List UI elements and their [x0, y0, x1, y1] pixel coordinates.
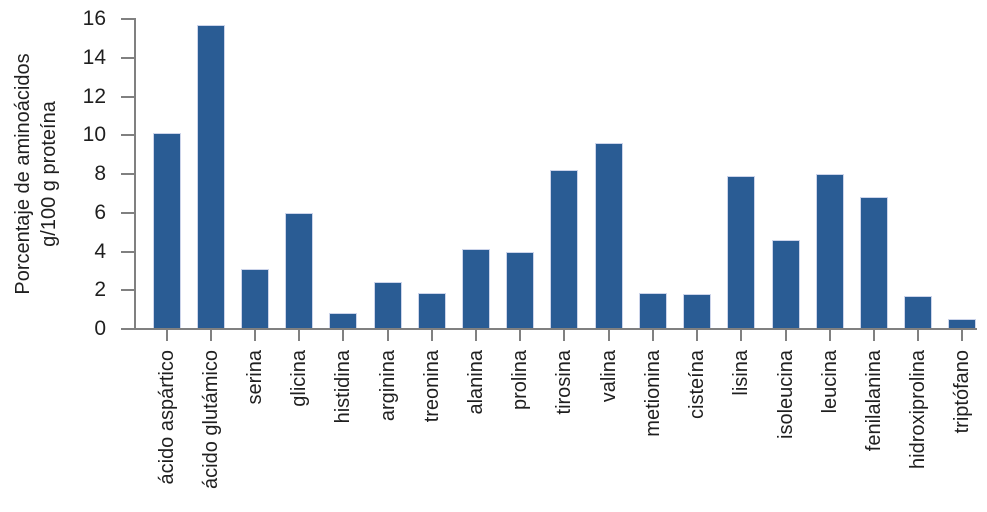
bar	[329, 312, 358, 329]
x-tick	[386, 329, 389, 341]
bar	[417, 293, 446, 329]
x-tick	[961, 329, 964, 341]
y-tick-label: 4	[94, 239, 106, 263]
x-tick	[696, 329, 699, 341]
x-tick-label: valina	[597, 350, 620, 403]
x-tick-label: ácido aspártico	[155, 350, 178, 485]
x-tick-label: lisina	[730, 350, 753, 396]
x-tick-label: treonina	[420, 350, 443, 423]
x-tick	[607, 329, 610, 341]
y-tick-label: 10	[82, 123, 106, 147]
y-tick-label: 14	[82, 45, 106, 69]
x-tick	[253, 329, 256, 341]
x-tick	[563, 329, 566, 341]
y-tick	[121, 211, 135, 214]
bar	[948, 319, 977, 329]
bar	[240, 268, 269, 329]
y-tick-label: 0	[94, 317, 106, 340]
y-tick-label: 6	[94, 200, 106, 224]
y-axis-title-line1: Porcentaje de aminoácidos	[12, 53, 34, 295]
x-tick-label: glicina	[288, 350, 311, 407]
x-tick-label: fenilalanina	[863, 350, 886, 452]
x-tick-label: metionina	[641, 350, 664, 437]
bar	[373, 281, 402, 329]
y-tick-label: 16	[82, 7, 106, 30]
x-tick	[784, 329, 787, 341]
x-tick-label: ácido glutámico	[199, 350, 222, 489]
bar	[285, 212, 314, 329]
x-tick-label: prolina	[509, 350, 532, 411]
x-tick-label: cisteína	[686, 350, 709, 419]
y-tick	[121, 289, 135, 292]
y-tick	[121, 134, 135, 137]
bar	[815, 174, 844, 329]
y-tick	[121, 250, 135, 253]
bar	[550, 170, 579, 329]
bar	[506, 252, 535, 329]
bar	[152, 133, 181, 329]
x-tick	[828, 329, 831, 341]
x-tick-label: hidroxiprolina	[907, 350, 930, 469]
x-tick-label: leucina	[818, 350, 841, 414]
y-tick-label: 8	[94, 162, 106, 185]
x-tick	[917, 329, 920, 341]
bar	[594, 143, 623, 329]
x-tick-label: serina	[243, 350, 266, 405]
bar	[683, 294, 712, 329]
x-tick	[740, 329, 743, 341]
x-tick-label: arginina	[376, 350, 399, 422]
y-tick	[121, 18, 135, 20]
x-tick	[651, 329, 654, 341]
bar	[638, 293, 667, 329]
x-tick	[298, 329, 301, 341]
y-tick-label: 12	[82, 84, 106, 108]
x-tick	[430, 329, 433, 341]
x-tick	[519, 329, 522, 341]
bar	[860, 197, 889, 329]
bar	[727, 175, 756, 329]
y-tick	[121, 56, 135, 59]
x-tick-label: tirosina	[553, 350, 576, 415]
bar	[462, 248, 491, 329]
x-tick	[342, 329, 345, 341]
y-tick-label: 2	[94, 278, 106, 302]
x-tick	[475, 329, 478, 341]
x-tick-label: alanina	[465, 350, 488, 415]
x-tick	[873, 329, 876, 341]
bar	[771, 239, 800, 329]
y-axis-line	[134, 18, 136, 330]
x-tick-label: isoleucina	[774, 350, 797, 439]
bar	[196, 24, 225, 329]
x-tick	[209, 329, 212, 341]
y-tick	[121, 173, 135, 175]
y-tick	[121, 95, 135, 98]
x-axis-line	[121, 328, 977, 330]
bar	[904, 296, 933, 329]
x-tick-label: histidina	[332, 350, 355, 424]
x-tick-label: triptófano	[951, 350, 974, 434]
x-tick	[165, 329, 168, 341]
